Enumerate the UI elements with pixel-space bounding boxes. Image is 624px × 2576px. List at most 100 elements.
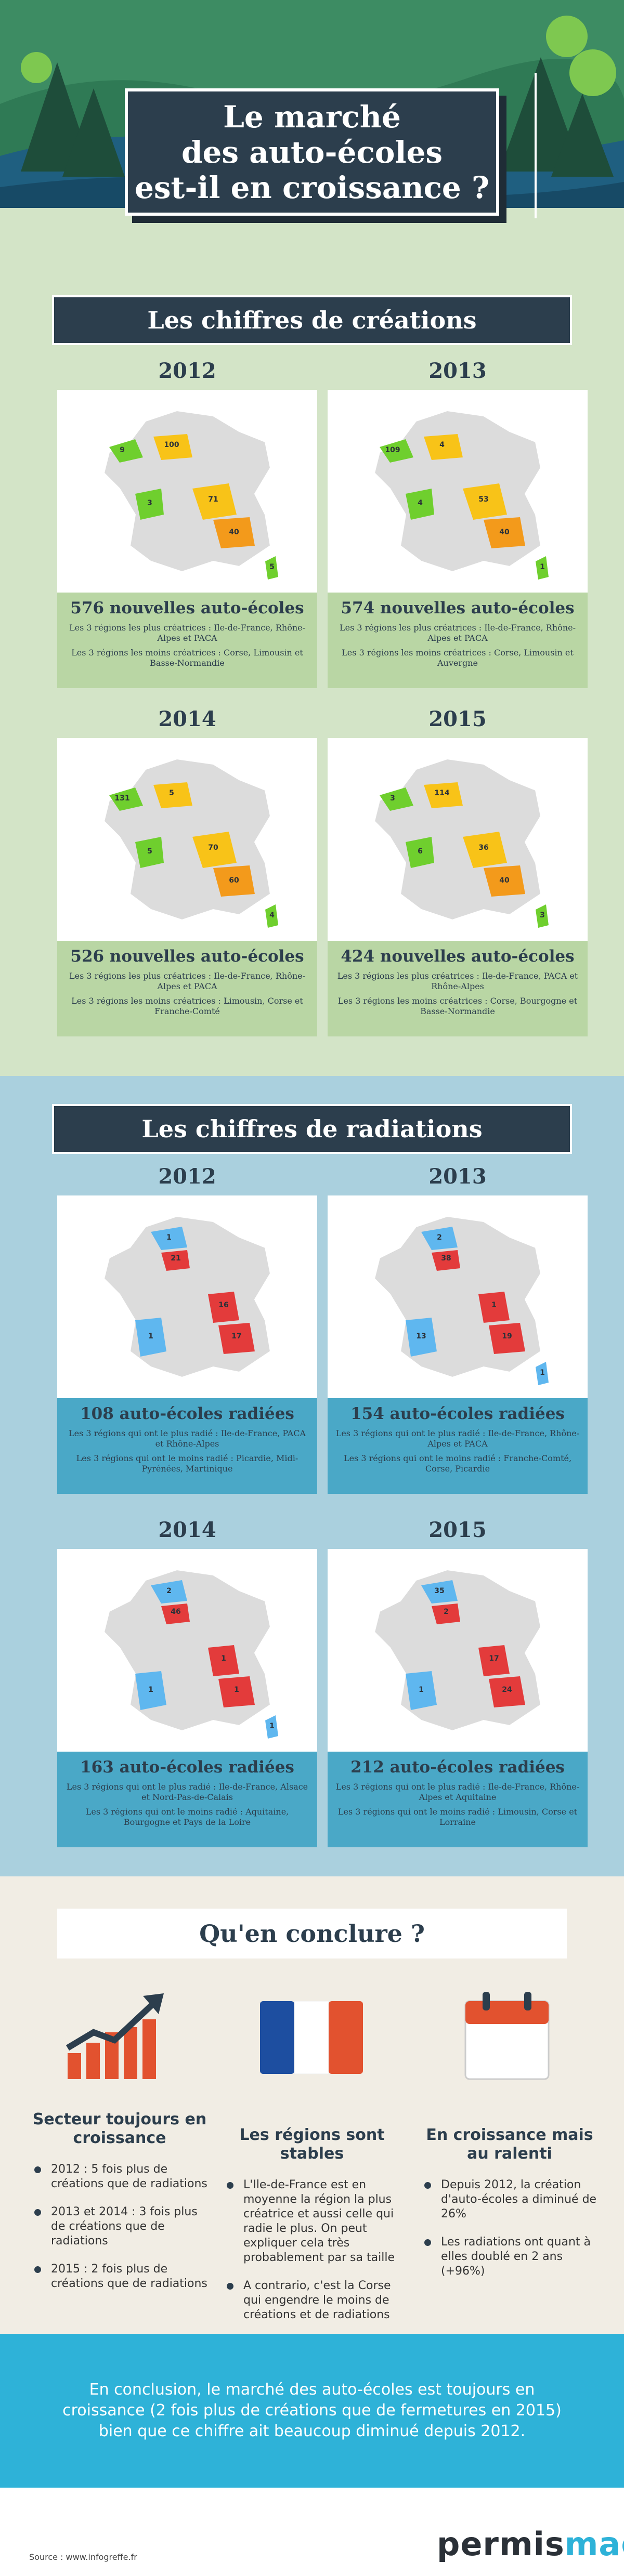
- region-shape: [109, 439, 143, 463]
- bullet-dot-icon: [227, 2283, 233, 2290]
- region-shape: [421, 1227, 458, 1250]
- region-shape: [265, 904, 278, 928]
- map-card: 131 5 5 70 60 4: [57, 738, 317, 941]
- final-conclusion-band: En conclusion, le marché des auto-écoles…: [0, 2334, 624, 2488]
- panel-least-regions: Les 3 régions qui ont le moins radié : L…: [337, 1807, 578, 1827]
- region-value-label: 60: [229, 876, 239, 885]
- panel-caption: 163 auto-écoles radiées Les 3 régions qui…: [57, 1752, 317, 1847]
- header-banner: Le marché des auto-écoles est-il en croi…: [0, 0, 624, 229]
- region-shape: [424, 434, 463, 460]
- panel-caption: 108 auto-écoles radiées Les 3 régions qui…: [57, 1398, 317, 1494]
- panel-headline: 154 auto-écoles radiées: [350, 1404, 565, 1423]
- region-shape: [406, 1318, 437, 1357]
- region-shape: [536, 904, 549, 928]
- region-shape: [265, 556, 278, 580]
- france-map: 9 100 3 71 40 5: [103, 410, 278, 580]
- conclusion-column-slowdown: En croissance mais au ralenti Depuis 201…: [421, 2126, 598, 2292]
- region-shape: [135, 837, 164, 868]
- panel-least-regions: Les 3 régions les moins créatrices : Lim…: [71, 996, 303, 1016]
- region-value-label: 1: [540, 1369, 545, 1377]
- region-shape: [135, 1318, 166, 1357]
- region-value-label: 17: [489, 1654, 499, 1663]
- region-value-label: 4: [418, 499, 423, 507]
- creations-section-title: Les chiffres de créations: [52, 295, 572, 345]
- france-outline: [373, 1215, 542, 1378]
- region-value-label: 131: [114, 794, 129, 803]
- region-shape: [463, 832, 507, 868]
- region-shape: [489, 1676, 525, 1707]
- region-value-label: 5: [147, 847, 152, 856]
- map-card: 2 38 1 19 13 1: [328, 1195, 588, 1398]
- panel-caption: 526 nouvelles auto-écoles Les 3 régions l…: [57, 941, 317, 1036]
- region-shape: [463, 483, 507, 520]
- france-map: 35 2 17 24 1: [373, 1569, 542, 1732]
- france-map: 109 4 4 53 40 1: [373, 410, 549, 580]
- conclusion-column-regions: Les régions sont stables L'Ile-de-France…: [224, 2126, 400, 2336]
- region-shape: [478, 1292, 510, 1323]
- main-title-line-2: des auto-écoles: [181, 134, 443, 170]
- logo-mag: mag: [564, 2525, 624, 2563]
- list-item-text: L'Ile-de-France est en moyenne la région…: [243, 2178, 395, 2264]
- france-map: 2 38 1 19 13 1: [373, 1215, 549, 1385]
- panel-caption: 154 auto-écoles radiées Les 3 régions qui…: [328, 1398, 588, 1494]
- region-value-label: 53: [478, 495, 488, 504]
- panel-most-regions: Les 3 régions les plus créatrices : Ile-…: [69, 623, 305, 643]
- map-card: 109 4 4 53 40 1: [328, 390, 588, 593]
- region-shape: [161, 1250, 190, 1271]
- region-value-label: 1: [221, 1654, 226, 1663]
- conclusion-list-item: A contrario, c'est la Corse qui engendre…: [224, 2279, 400, 2322]
- panel-year: 2015: [428, 707, 487, 731]
- panel-most-regions: Les 3 régions qui ont le plus radié : Il…: [66, 1782, 308, 1802]
- region-value-label: 3: [540, 911, 545, 919]
- bullet-dot-icon: [424, 2182, 431, 2189]
- region-shape: [380, 439, 413, 463]
- source-credit: Source : www.infogreffe.fr: [29, 2552, 137, 2562]
- region-value-label: 21: [171, 1254, 180, 1263]
- bullet-dot-icon: [34, 2266, 41, 2273]
- france-map: 2 46 1 1 1 1: [103, 1569, 278, 1739]
- slowdown-list: Depuis 2012, la création d'auto-écoles a…: [421, 2178, 598, 2279]
- region-value-label: 38: [441, 1254, 451, 1263]
- panel-year: 2013: [428, 1164, 487, 1189]
- main-title: Le marché des auto-écoles est-il en croi…: [125, 88, 499, 216]
- panel-least-regions: Les 3 régions les moins créatrices : Cor…: [337, 996, 578, 1016]
- region-shape: [135, 1671, 166, 1710]
- region-shape: [161, 1604, 190, 1624]
- region-shape: [192, 832, 237, 868]
- permismag-logo[interactable]: permismag: [437, 2525, 624, 2563]
- panel-year: 2014: [158, 1518, 216, 1542]
- region-value-label: 1: [269, 1722, 275, 1730]
- bullet-dot-icon: [34, 2209, 41, 2216]
- region-shape: [484, 517, 525, 548]
- france-outline: [103, 1569, 271, 1732]
- region-value-label: 1: [419, 1686, 424, 1694]
- region-value-label: 3: [390, 794, 395, 803]
- panel-least-regions: Les 3 régions les moins créatrices : Cor…: [342, 648, 574, 668]
- list-item-text: 2013 et 2014 : 3 fois plus de créations …: [51, 2205, 198, 2248]
- region-value-label: 6: [418, 847, 423, 856]
- region-value-label: 70: [208, 844, 218, 852]
- region-shape: [192, 483, 237, 520]
- region-shape: [218, 1676, 255, 1707]
- conclusion-column-growth: Secteur toujours en croissance 2012 : 5 …: [31, 2110, 208, 2305]
- column-title-growth: Secteur toujours en croissance: [32, 2110, 207, 2147]
- region-shape: [208, 1645, 239, 1676]
- region-shape: [380, 787, 413, 811]
- panel-most-regions: Les 3 régions qui ont le plus radié : Il…: [335, 1782, 580, 1802]
- panel-headline: 526 nouvelles auto-écoles: [70, 947, 304, 966]
- growth-chart-icon: [66, 1993, 164, 2079]
- panel-year: 2012: [158, 1164, 216, 1189]
- list-item-text: 2015 : 2 fois plus de créations que de r…: [51, 2263, 207, 2290]
- growth-list: 2012 : 5 fois plus de créations que de r…: [31, 2162, 208, 2291]
- conclusion-list-item: Les radiations ont quant à elles doublé …: [421, 2235, 598, 2279]
- regions-list: L'Ile-de-France est en moyenne la région…: [224, 2178, 400, 2322]
- map-card: 35 2 17 24 1: [328, 1549, 588, 1752]
- list-item-text: A contrario, c'est la Corse qui engendre…: [243, 2279, 391, 2321]
- french-flag-icon: [260, 2001, 363, 2074]
- footer: [0, 2488, 624, 2576]
- region-shape: [208, 1292, 239, 1323]
- region-value-label: 1: [148, 1686, 153, 1694]
- france-map: 3 114 6 36 40 3: [373, 758, 549, 928]
- conclusion-list-item: 2013 et 2014 : 3 fois plus de créations …: [31, 2205, 208, 2249]
- bullet-dot-icon: [34, 2166, 41, 2173]
